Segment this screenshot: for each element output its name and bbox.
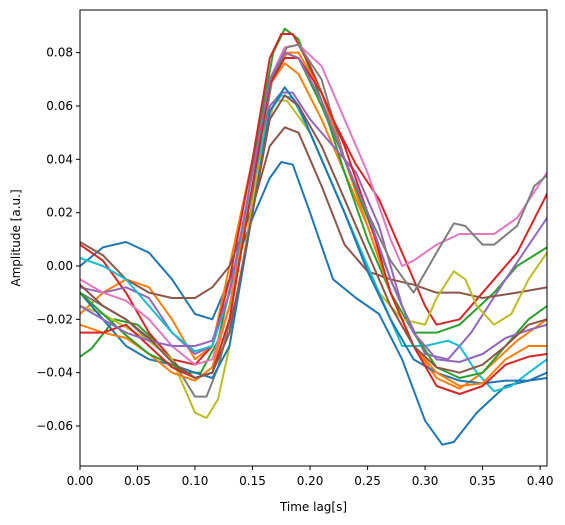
series-line-6 (80, 126, 547, 299)
y-tick-label: 0.02 (46, 206, 73, 220)
series-layer (80, 27, 547, 446)
y-axis: −0.06 −0.04 −0.02 0.00 0.02 0.04 0.06 0.08 (36, 46, 80, 433)
x-tick-label: 0.00 (67, 474, 94, 488)
x-tick-label: 0.25 (354, 474, 381, 488)
series-line-1 (80, 161, 547, 446)
y-tick-label: 0.00 (46, 259, 73, 273)
y-tick-label: 0.08 (46, 46, 73, 60)
series-line-16 (80, 94, 547, 379)
x-tick-label: 0.05 (124, 474, 151, 488)
series-line-5 (80, 91, 547, 361)
y-tick-label: −0.04 (36, 366, 73, 380)
y-axis-label: Amplitude [a.u.] (9, 189, 23, 286)
series-line-3 (80, 27, 547, 374)
x-tick-label: 0.30 (412, 474, 439, 488)
x-tick-label: 0.40 (527, 474, 554, 488)
series-line-4 (80, 33, 547, 366)
y-tick-label: −0.06 (36, 419, 73, 433)
x-tick-label: 0.35 (469, 474, 496, 488)
x-tick-label: 0.10 (182, 474, 209, 488)
x-axis: 0.00 0.05 0.10 0.15 0.20 0.25 0.30 0.35 0.40 (67, 466, 554, 488)
x-tick-label: 0.15 (239, 474, 266, 488)
y-tick-label: 0.04 (46, 152, 73, 166)
series-line-7 (80, 43, 547, 366)
series-line-14 (80, 57, 547, 395)
y-tick-label: −0.02 (36, 312, 73, 326)
series-line-2 (80, 62, 547, 390)
series-line-15 (80, 51, 547, 363)
y-tick-label: 0.06 (46, 99, 73, 113)
x-tick-label: 0.20 (297, 474, 324, 488)
series-line-12 (80, 51, 547, 387)
series-line-9 (80, 99, 547, 419)
x-axis-label: Time lag[s] (279, 500, 347, 514)
plot-frame (79, 9, 548, 467)
